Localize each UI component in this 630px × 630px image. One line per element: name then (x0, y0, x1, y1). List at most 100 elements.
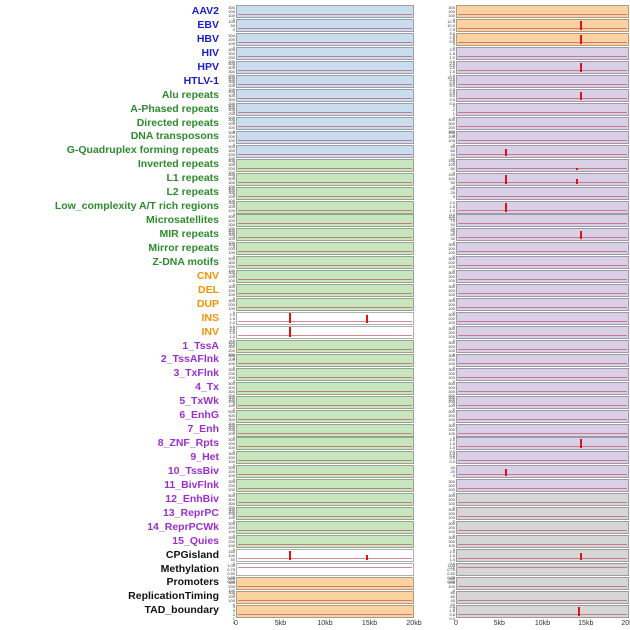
y-axis-ticks: 300 200 100 0 (442, 479, 456, 495)
y-axis-ticks: 400 300 200 100 0 (222, 158, 236, 179)
signal-panel (456, 353, 629, 367)
signal-panel (456, 409, 629, 423)
panel-left: 400 300 200 100 0 (222, 256, 414, 276)
signal-panel (456, 381, 629, 395)
signal-baseline (238, 599, 412, 601)
y-tick-label: 0 (232, 17, 235, 22)
signal-baseline (458, 390, 627, 392)
y-tick-label: 200 (228, 371, 235, 377)
y-tick-label: 100 (448, 417, 455, 423)
y-axis-ticks: 300 200 100 0 (442, 256, 456, 272)
y-tick-label: 300 (448, 120, 455, 126)
signal-baseline (238, 362, 412, 364)
row-label: L2 repeats (166, 186, 219, 199)
y-axis-ticks: 300 200 100 0 (442, 353, 456, 370)
signal-baseline (238, 98, 412, 100)
signal-baseline (238, 14, 412, 16)
panel-left: 2.0 1.5 1.0 0.5 0.0 (222, 312, 414, 332)
y-axis-ticks: 400 300 200 100 0 (222, 186, 236, 207)
y-tick-label: 0.0 (449, 90, 455, 96)
y-tick-label: 300 (228, 590, 235, 596)
signal-spike (366, 554, 369, 560)
y-tick-label: 100 (228, 598, 235, 604)
signal-panel (236, 548, 414, 562)
feature-row-10-tssbiv: 10_TssBiv 300 200 100 0 40 20 0 (0, 464, 630, 481)
row-label: DUP (196, 297, 219, 310)
feature-row-replicationtiming: ReplicationTiming 300 200 100 0 80 60 40 20 0 (0, 590, 630, 611)
y-tick-label: 200 (448, 315, 455, 321)
signal-panel (236, 493, 414, 507)
y-tick-label: 0.0 (449, 216, 455, 222)
row-label: HTLV-1 (183, 74, 219, 87)
signal-spike (288, 313, 291, 324)
y-tick-label: 300 (228, 423, 235, 429)
y-tick-label: 0 (452, 606, 455, 612)
signal-panel (456, 19, 629, 33)
y-tick-label: 300 (448, 5, 455, 10)
y-tick-label: 50 (450, 166, 455, 172)
y-tick-label: 200 (228, 468, 235, 474)
y-tick-label: 300 (448, 283, 455, 289)
y-tick-label: 40 (450, 464, 455, 470)
y-tick-label: 300 (228, 96, 235, 102)
signal-spike (575, 167, 578, 170)
y-tick-label: 2.0 (449, 548, 455, 554)
y-tick-label: 0 (232, 295, 235, 301)
column-gap (414, 5, 442, 19)
y-tick-label: 300 (228, 395, 235, 401)
y-tick-label: 0 (452, 114, 455, 120)
row-label: 6_EnhG (179, 409, 219, 422)
signal-panel (236, 562, 414, 576)
y-tick-label: 40 (450, 152, 455, 158)
feature-row-del: DEL 300 200 100 0 300 200 100 0 (0, 283, 630, 301)
y-tick-label: 300 (228, 68, 235, 74)
y-tick-label: 30 (450, 236, 455, 241)
y-tick-label: 50 (450, 186, 455, 192)
y-tick-label: 100 (228, 291, 235, 297)
y-axis-ticks: 300 200 100 0 (222, 521, 236, 537)
row-label: 4_Tx (195, 381, 219, 394)
y-tick-label: 200 (448, 357, 455, 363)
panel-left: 150 100 50 0 (222, 548, 414, 565)
row-label: 1_TssA (182, 339, 219, 352)
y-axis-ticks: 1.0 0.5 0.0 (442, 451, 456, 465)
feature-row-dna-transposons: DNA transposons 300 200 100 0 300 200 100 0 (0, 130, 630, 147)
signal-baseline (238, 56, 412, 58)
row-label: 10_TssBiv (167, 464, 219, 477)
signal-spike (504, 148, 507, 156)
y-tick-label: 2.0 (449, 46, 455, 52)
panel-left: 400 300 200 100 0 (222, 186, 414, 207)
y-tick-label: 100 (448, 528, 455, 534)
y-tick-label: 200 (448, 496, 455, 502)
y-tick-label: 100 (228, 13, 235, 18)
y-tick-label: 100 (228, 58, 235, 64)
x-tick-label: 10kb (317, 620, 333, 627)
y-tick-label: 0 (452, 309, 455, 315)
y-tick-label: 0.0 (449, 616, 455, 622)
y-tick-label: 3 (452, 102, 455, 108)
y-tick-label: 300 (228, 269, 235, 275)
signal-baseline (458, 557, 627, 559)
y-tick-label: 2.5 (449, 60, 455, 66)
y-tick-label: 0 (232, 174, 235, 180)
y-tick-label: 0 (452, 588, 455, 594)
column-gap (414, 535, 442, 549)
y-tick-label: 100 (448, 263, 455, 269)
signal-spike (504, 174, 507, 184)
y-tick-label: 0 (232, 365, 235, 371)
y-tick-label: 0.0 (449, 38, 455, 44)
y-tick-label: 400 (228, 413, 235, 419)
signal-panel (236, 144, 414, 158)
y-tick-label: 300 (448, 241, 455, 247)
signal-baseline (238, 167, 412, 169)
signal-baseline (238, 376, 412, 378)
y-tick-label: 0.5 (449, 76, 455, 82)
y-axis-ticks: 400 300 200 100 0 (222, 576, 236, 597)
column-gap (414, 19, 442, 33)
y-tick-label: 300 (228, 162, 235, 168)
panel-right: 300 200 100 0 (442, 395, 629, 412)
y-tick-label: 300 (228, 297, 235, 303)
signal-panel (456, 5, 629, 19)
signal-panel (236, 200, 414, 214)
y-tick-label: 100 (228, 86, 235, 92)
